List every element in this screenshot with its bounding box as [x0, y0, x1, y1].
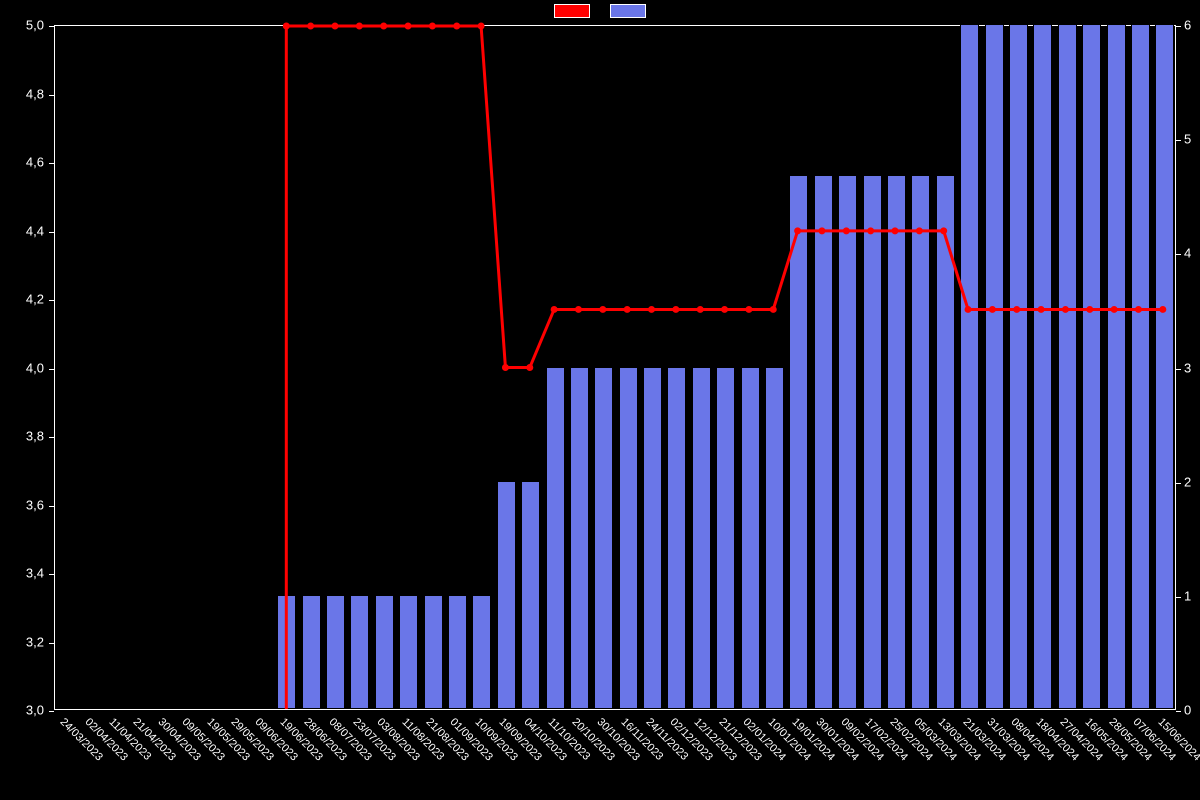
series-marker: [1038, 306, 1045, 313]
series-marker: [989, 306, 996, 313]
series-marker: [697, 306, 704, 313]
series-marker: [892, 227, 899, 234]
series-marker: [332, 23, 339, 30]
series-marker: [575, 306, 582, 313]
y-right-tick-label: 5: [1184, 132, 1191, 147]
series-marker: [405, 23, 412, 30]
y-right-tick-label: 6: [1184, 18, 1191, 33]
plot-area: [54, 25, 1176, 710]
series-marker: [1135, 306, 1142, 313]
legend-swatch-bar: [610, 4, 646, 18]
series-marker: [843, 227, 850, 234]
series-marker: [551, 306, 558, 313]
series-marker: [380, 23, 387, 30]
series-marker: [453, 23, 460, 30]
y-left-tick-label: 4,4: [26, 223, 44, 238]
series-marker: [429, 23, 436, 30]
series-marker: [916, 227, 923, 234]
y-left-tick-label: 4,2: [26, 292, 44, 307]
x-axis: 24/03/202302/04/202311/04/202321/04/2023…: [54, 712, 1176, 800]
series-marker: [478, 23, 485, 30]
legend: [0, 4, 1200, 18]
y-right-tick-label: 4: [1184, 246, 1191, 261]
line-layer: [55, 26, 1175, 709]
series-marker: [502, 364, 509, 371]
y-left-tick-label: 4,6: [26, 155, 44, 170]
y-left-tick-label: 3,6: [26, 497, 44, 512]
series-marker: [307, 23, 314, 30]
y-left-tick-label: 3,8: [26, 429, 44, 444]
series-marker: [1111, 306, 1118, 313]
y-right-tick-label: 3: [1184, 360, 1191, 375]
series-marker: [867, 227, 874, 234]
legend-item-line: [554, 4, 590, 18]
series-marker: [794, 227, 801, 234]
y-left-tick-label: 4,0: [26, 360, 44, 375]
series-marker: [745, 306, 752, 313]
series-marker: [940, 227, 947, 234]
series-marker: [283, 23, 290, 30]
chart-container: 3,0 3,2 3,4 3,6 3,8 4,0 4,2 4,4 4,6 4,8 5,0 0 1 2 3 4 5…: [0, 0, 1200, 800]
y-left-tick-label: 4,8: [26, 86, 44, 101]
y-axis-right: 0123456: [1178, 25, 1200, 710]
series-marker: [721, 306, 728, 313]
series-line: [286, 26, 1163, 709]
series-marker: [1062, 306, 1069, 313]
series-marker: [672, 306, 679, 313]
series-marker: [599, 306, 606, 313]
y-right-tick-label: 1: [1184, 588, 1191, 603]
series-marker: [965, 306, 972, 313]
series-marker: [526, 364, 533, 371]
series-marker: [1013, 306, 1020, 313]
series-marker: [624, 306, 631, 313]
y-left-tick-label: 5,0: [26, 18, 44, 33]
series-marker: [1086, 306, 1093, 313]
series-marker: [1159, 306, 1166, 313]
y-right-tick-label: 0: [1184, 703, 1191, 718]
y-right-tick-label: 2: [1184, 474, 1191, 489]
y-left-tick-label: 3,0: [26, 703, 44, 718]
series-marker: [818, 227, 825, 234]
series-marker: [770, 306, 777, 313]
legend-item-bar: [610, 4, 646, 18]
series-marker: [648, 306, 655, 313]
y-axis-left: 3,03,23,43,63,84,04,24,44,64,85,0: [0, 25, 50, 710]
y-left-tick-label: 3,2: [26, 634, 44, 649]
series-marker: [356, 23, 363, 30]
y-left-tick-label: 3,4: [26, 566, 44, 581]
legend-swatch-line: [554, 4, 590, 18]
